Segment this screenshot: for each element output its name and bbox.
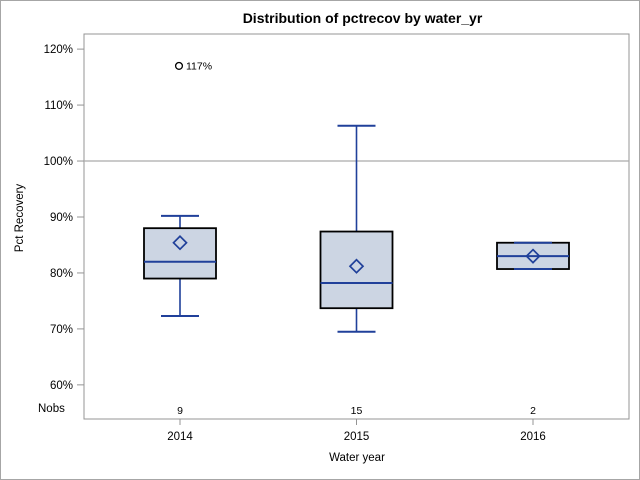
nobs-value: 9: [177, 405, 183, 417]
iqr-box: [319, 230, 394, 310]
box-plot-2015: [319, 124, 394, 333]
nobs-row-label: Nobs: [38, 403, 65, 415]
y-tick-label: 70%: [50, 324, 73, 336]
y-tick-label: 60%: [50, 380, 73, 392]
outlier-marker: [174, 61, 184, 70]
outlier-label: 117%: [186, 61, 212, 73]
x-category-label: 2015: [344, 431, 370, 443]
box-plot-2014: 117%: [143, 61, 217, 318]
y-tick-label: 100%: [44, 156, 73, 168]
y-tick-label: 80%: [50, 268, 73, 280]
y-tick-label: 110%: [44, 100, 73, 112]
box-plot-2016: [496, 241, 570, 271]
x-category-label: 2016: [520, 431, 546, 443]
mean-marker: [348, 258, 365, 274]
x-axis-title: Water year: [329, 452, 385, 464]
mean-marker: [172, 235, 188, 251]
x-category-label: 2014: [167, 431, 193, 443]
mean-marker: [525, 248, 541, 264]
y-tick-label: 90%: [50, 212, 73, 224]
nobs-value: 15: [351, 405, 363, 417]
nobs-value: 2: [530, 405, 536, 417]
y-tick-label: 120%: [44, 44, 73, 56]
chart-title: Distribution of pctrecov by water_yr: [242, 10, 483, 26]
